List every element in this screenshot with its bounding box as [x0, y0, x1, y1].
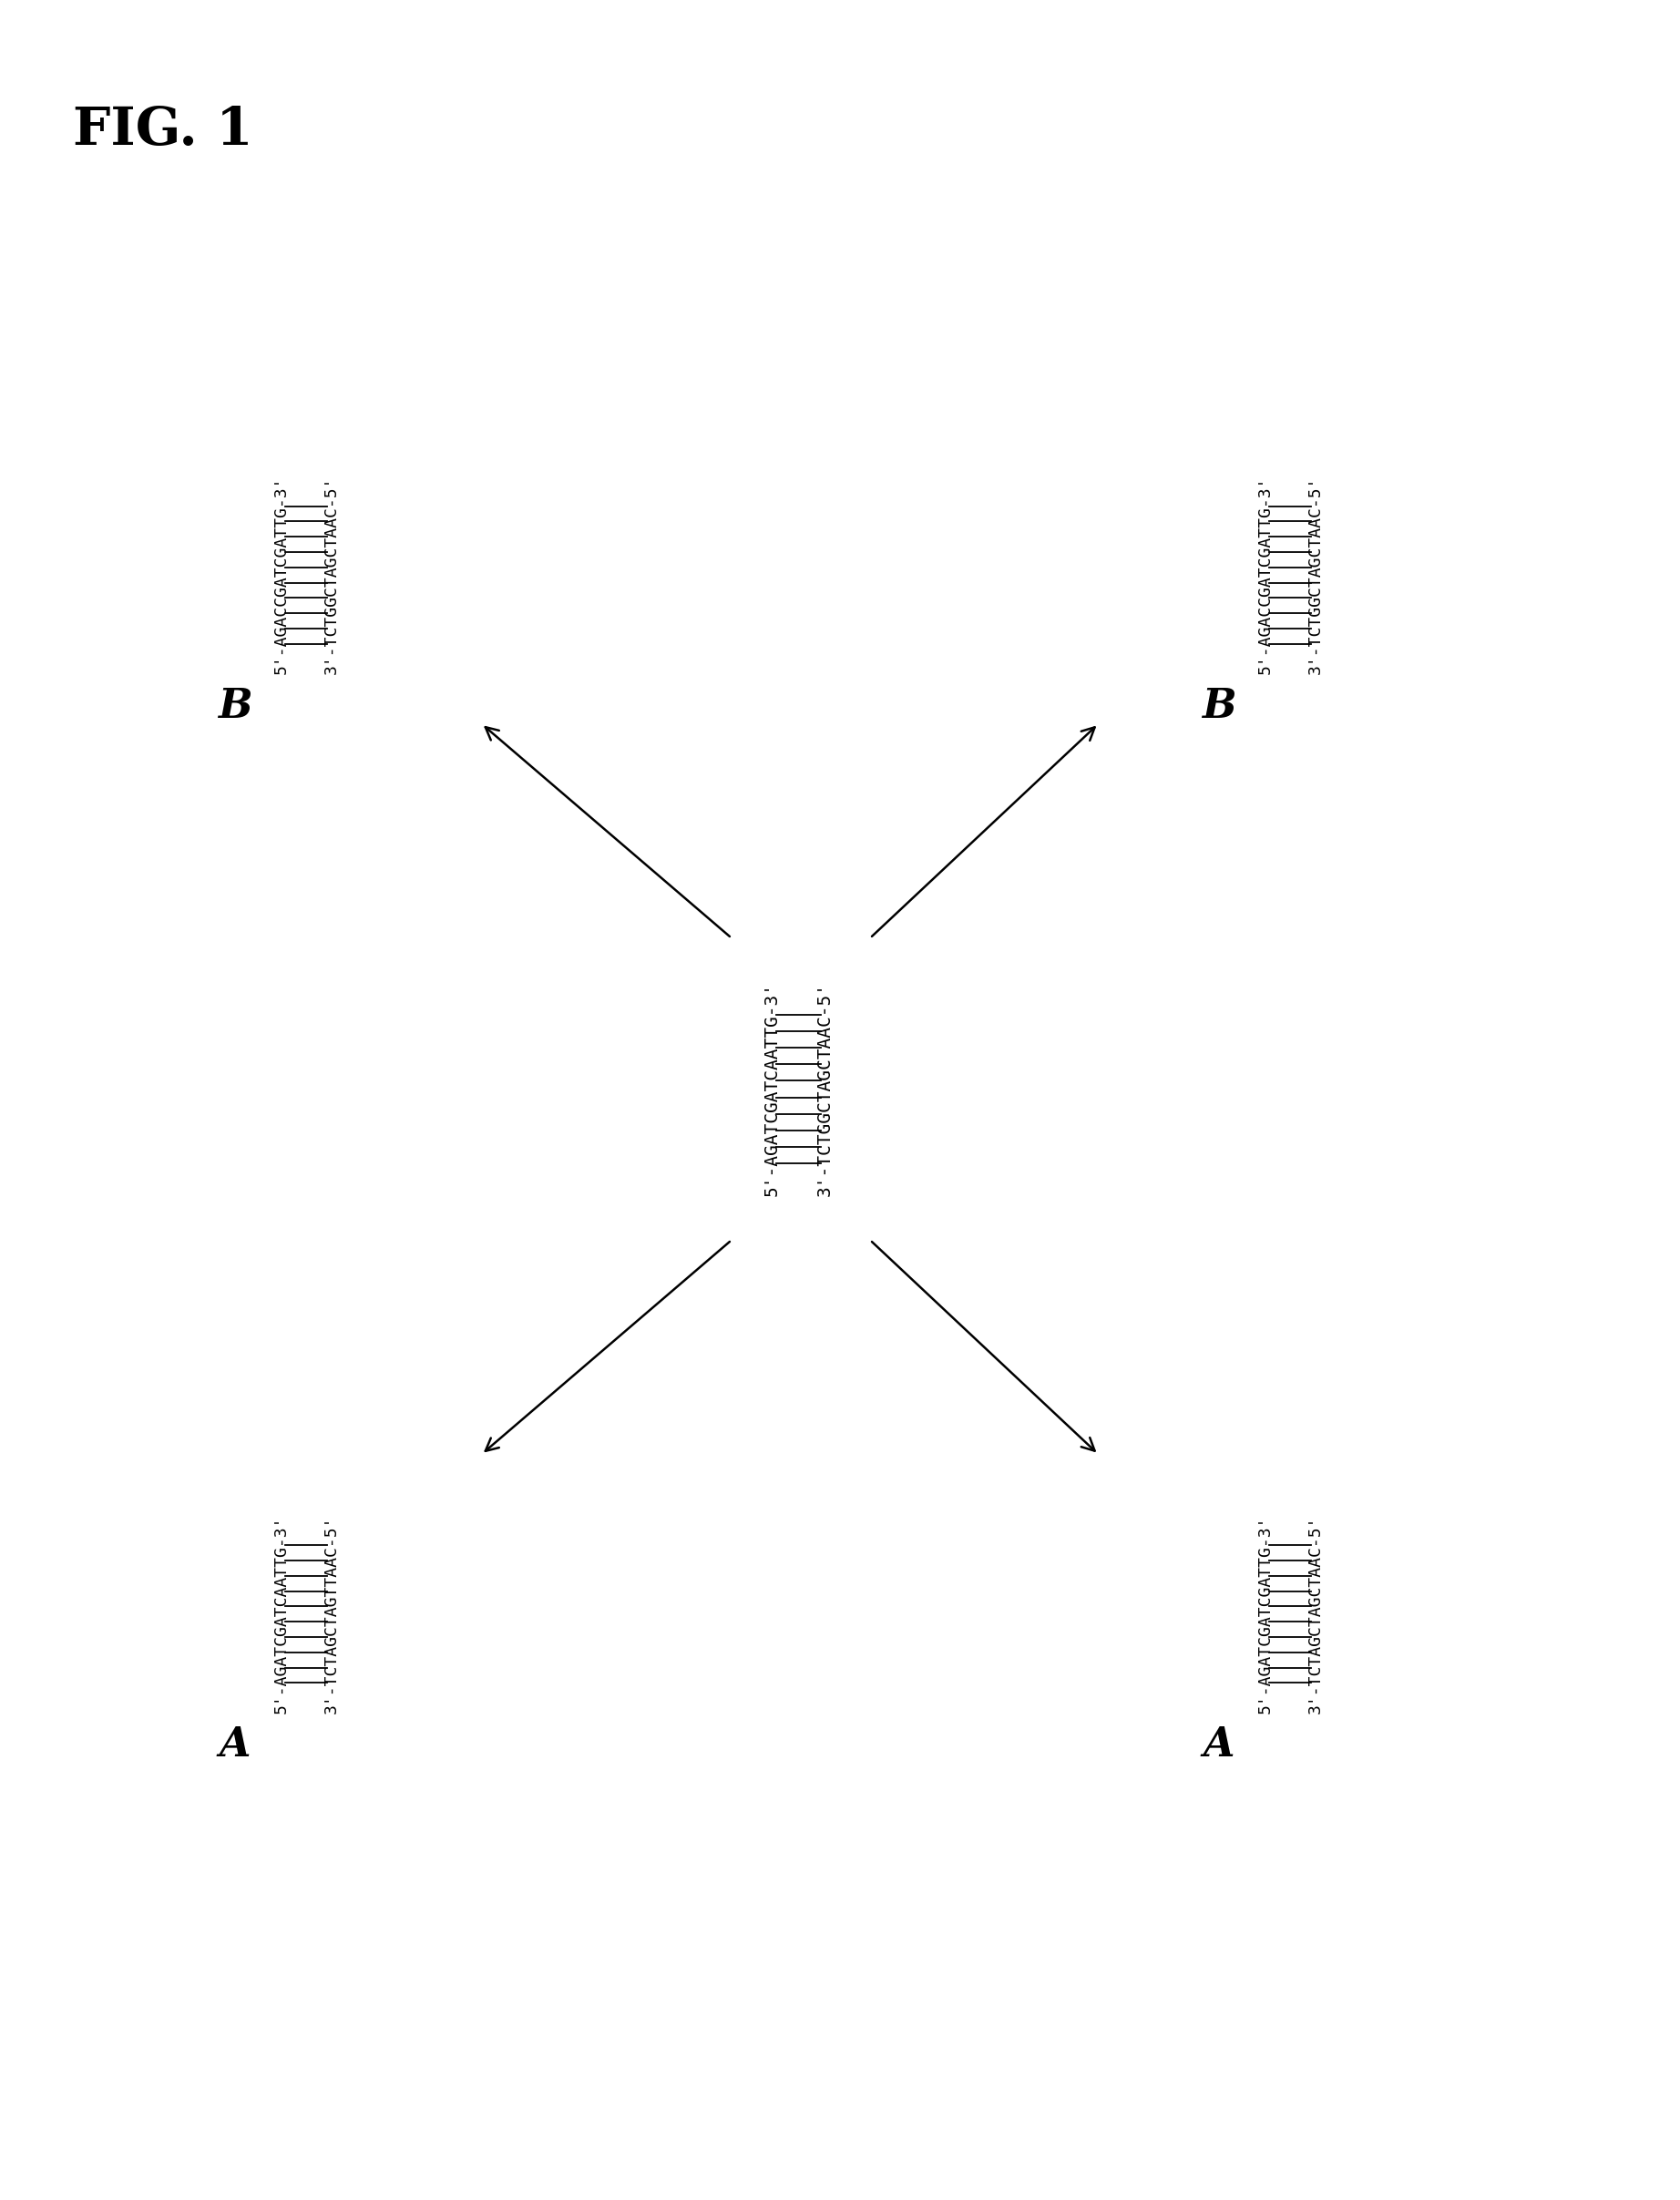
Text: 5'-AGATCGATCGATTG-3': 5'-AGATCGATCGATTG-3': [1257, 1516, 1273, 1714]
Text: 5'-AGACCGATCGATTG-3': 5'-AGACCGATCGATTG-3': [1257, 475, 1273, 673]
Text: 3'-TCTGGCTAGCTAAC-5': 3'-TCTGGCTAGCTAAC-5': [323, 475, 339, 673]
Text: 3'-TCTGGCTAGCTAAC-5': 3'-TCTGGCTAGCTAAC-5': [1307, 475, 1324, 673]
Text: A: A: [1203, 1725, 1235, 1764]
Text: 5'-AGACCGATCGATTG-3': 5'-AGACCGATCGATTG-3': [274, 475, 289, 673]
Text: B: B: [218, 686, 252, 726]
Text: 3'-TCTAGCTAGTTAAC-5': 3'-TCTAGCTAGTTAAC-5': [323, 1516, 339, 1714]
Text: B: B: [1201, 686, 1235, 726]
Text: 3'-TCTGGCTAGCTAAC-5': 3'-TCTGGCTAGCTAAC-5': [816, 981, 833, 1197]
Text: 5'-AGATCGATCAATTG-3': 5'-AGATCGATCAATTG-3': [274, 1516, 289, 1714]
Text: 5'-AGATCGATCAATTG-3': 5'-AGATCGATCAATTG-3': [763, 981, 780, 1197]
Text: FIG. 1: FIG. 1: [72, 106, 254, 156]
Text: 3'-TCTAGCTAGCTAAC-5': 3'-TCTAGCTAGCTAAC-5': [1307, 1516, 1324, 1714]
Text: A: A: [218, 1725, 250, 1764]
